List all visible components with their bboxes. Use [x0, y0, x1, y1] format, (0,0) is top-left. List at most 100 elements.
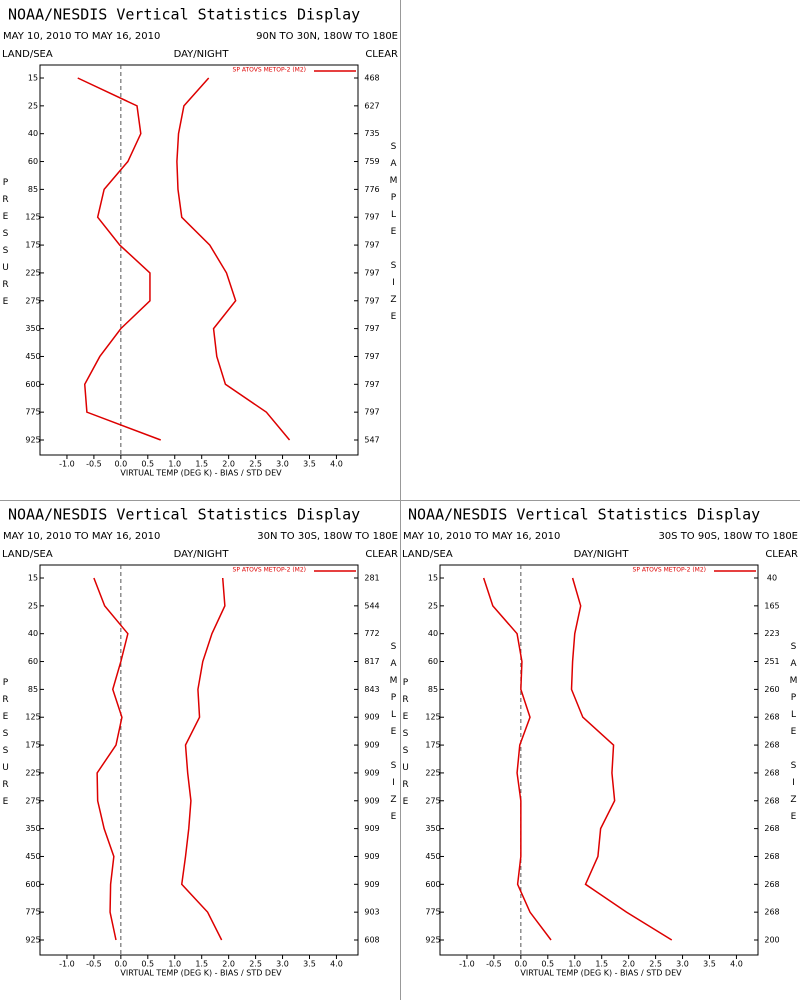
y-tick-label: 925	[425, 936, 440, 945]
sample-size: 843	[364, 685, 379, 694]
plot-frame	[439, 564, 759, 956]
sample-size: 797	[364, 241, 379, 250]
y-tick-label: 60	[28, 657, 38, 666]
sample-size: 268	[764, 908, 779, 917]
legend-label: SP ATOVS METOP-2 (M2)	[233, 567, 306, 574]
x-tick-label: -1.0	[59, 960, 75, 969]
y-tick-label: 40	[28, 629, 38, 638]
panel: NOAA/NESDIS Vertical Statistics Display M…	[1, 6, 399, 478]
x-axis-label: VIRTUAL TEMP (DEG K) - BIAS / STD DEV	[120, 969, 282, 978]
x-axis-label: VIRTUAL TEMP (DEG K) - BIAS / STD DEV	[120, 469, 282, 478]
x-tick-label: -0.5	[86, 960, 102, 969]
date-range: MAY 10, 2010 TO MAY 16, 2010	[3, 31, 160, 42]
x-axis-label: VIRTUAL TEMP (DEG K) - BIAS / STD DEV	[520, 969, 682, 978]
sample-size: 251	[764, 657, 779, 666]
plot-frame	[39, 64, 359, 456]
sample-size: 627	[364, 101, 379, 110]
panel: NOAA/NESDIS Vertical Statistics Display M…	[401, 506, 799, 978]
y-tick-label: 600	[25, 380, 40, 389]
sample-size: 608	[364, 936, 379, 945]
sample-size: 281	[364, 574, 379, 583]
y-tick-label: 40	[28, 129, 38, 138]
sample-size: 468	[364, 74, 379, 83]
y-tick-label: 450	[25, 852, 40, 861]
sample-size: 735	[364, 129, 379, 138]
sample-size: 165	[764, 601, 779, 610]
sample-size: 797	[364, 324, 379, 333]
y2-axis-label: SAMPLE SIZE	[789, 642, 799, 829]
x-tick-label: 1.0	[168, 460, 181, 469]
profile-line	[176, 77, 291, 441]
y-tick-label: 775	[25, 408, 40, 417]
land-sea: LAND/SEA	[2, 49, 53, 60]
day-night: DAY/NIGHT	[574, 549, 630, 560]
x-tick-label: 0.5	[541, 960, 554, 969]
sample-size: 268	[764, 852, 779, 861]
sample-size: 268	[764, 880, 779, 889]
sample-size: 797	[364, 408, 379, 417]
region: 90N TO 30N, 180W TO 180E	[256, 31, 398, 42]
x-tick-label: 0.5	[141, 960, 154, 969]
plot-frame	[39, 564, 359, 956]
y-tick-label: 225	[425, 768, 440, 777]
region: 30S TO 90S, 180W TO 180E	[658, 531, 798, 542]
x-tick-label: -0.5	[486, 960, 502, 969]
sample-size: 268	[764, 824, 779, 833]
sample-size: 260	[764, 685, 779, 694]
sample-size: 268	[764, 713, 779, 722]
y-tick-label: 275	[25, 296, 40, 305]
x-tick-label: 0.0	[114, 460, 127, 469]
y-tick-label: 175	[25, 241, 40, 250]
x-tick-label: 0.5	[141, 460, 154, 469]
date-range: MAY 10, 2010 TO MAY 16, 2010	[3, 531, 160, 542]
clear: CLEAR	[365, 49, 398, 60]
day-night: DAY/NIGHT	[174, 49, 230, 60]
y-tick-label: 175	[25, 741, 40, 750]
chart-title: NOAA/NESDIS Vertical Statistics Display	[8, 6, 360, 24]
x-tick-label: 2.5	[649, 960, 662, 969]
y-tick-label: 25	[28, 101, 38, 110]
y-tick-label: 450	[25, 352, 40, 361]
sample-size: 772	[364, 629, 379, 638]
land-sea: LAND/SEA	[402, 549, 453, 560]
sample-size: 909	[364, 824, 379, 833]
sample-size: 909	[364, 880, 379, 889]
sample-size: 268	[764, 741, 779, 750]
y-tick-label: 275	[25, 796, 40, 805]
y-tick-label: 225	[25, 768, 40, 777]
y-tick-label: 775	[425, 908, 440, 917]
sample-size: 776	[364, 185, 379, 194]
y-tick-label: 775	[25, 908, 40, 917]
x-tick-label: -1.0	[459, 960, 475, 969]
y-tick-label: 125	[25, 213, 40, 222]
y-tick-label: 350	[25, 324, 40, 333]
y2-axis-label: SAMPLE SIZE	[389, 142, 399, 329]
sample-size: 797	[364, 380, 379, 389]
y-tick-label: 25	[28, 601, 38, 610]
x-tick-label: 2.0	[222, 960, 235, 969]
sample-size: 909	[364, 796, 379, 805]
y-tick-label: 85	[28, 685, 38, 694]
x-tick-label: -1.0	[59, 460, 75, 469]
sample-size: 40	[767, 574, 777, 583]
panel: NOAA/NESDIS Vertical Statistics Display M…	[1, 506, 399, 978]
sample-size: 909	[364, 768, 379, 777]
x-tick-label: 0.0	[114, 960, 127, 969]
x-tick-label: 3.5	[303, 460, 316, 469]
sample-size: 547	[364, 436, 379, 445]
sample-size: 909	[364, 713, 379, 722]
x-tick-label: 0.0	[514, 960, 527, 969]
y-axis-label: PRESSURE	[401, 678, 411, 814]
profile-line	[77, 77, 161, 441]
region: 30N TO 30S, 180W TO 180E	[257, 531, 398, 542]
x-tick-label: 4.0	[730, 960, 743, 969]
y-tick-label: 350	[25, 824, 40, 833]
x-tick-label: 3.0	[276, 460, 289, 469]
x-tick-label: 1.0	[168, 960, 181, 969]
clear: CLEAR	[365, 549, 398, 560]
y-tick-label: 600	[25, 880, 40, 889]
y-tick-label: 125	[425, 713, 440, 722]
x-tick-label: 2.5	[249, 460, 262, 469]
y-tick-label: 15	[28, 74, 38, 83]
